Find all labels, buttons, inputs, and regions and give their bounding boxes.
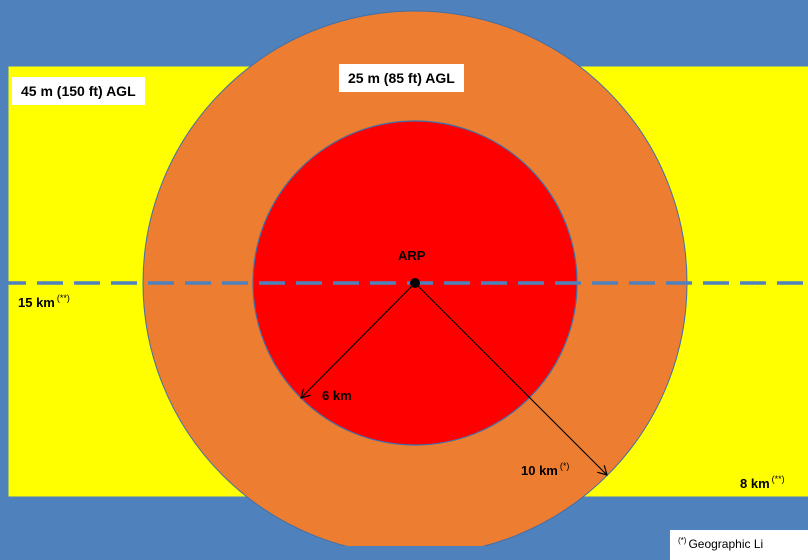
right-extent-note-mark: (**) <box>771 474 785 484</box>
left-extent-label: 15 km (**) <box>18 293 70 310</box>
zone-diagram <box>7 10 808 546</box>
left-extent-note-mark: (**) <box>56 293 70 303</box>
outer-zone-label: 45 m (150 ft) AGL <box>12 77 145 105</box>
inner-radius-label: 6 km <box>322 388 352 403</box>
arp-point <box>410 278 420 288</box>
footnote-text: Geographic Li <box>688 537 764 551</box>
middle-radius-arrow <box>414 282 607 475</box>
middle-zone-label: 25 m (85 ft) AGL <box>339 64 464 92</box>
footnote-mark: (*) <box>678 536 687 545</box>
arp-label: ARP <box>398 248 426 263</box>
middle-radius-label: 10 km (*) <box>521 461 570 478</box>
right-extent-label: 8 km (**) <box>740 474 785 491</box>
footnote-box: (*) Geographic Li <box>670 530 808 560</box>
middle-radius-note-mark: (*) <box>559 461 570 471</box>
inner-radius-arrow <box>301 282 416 398</box>
